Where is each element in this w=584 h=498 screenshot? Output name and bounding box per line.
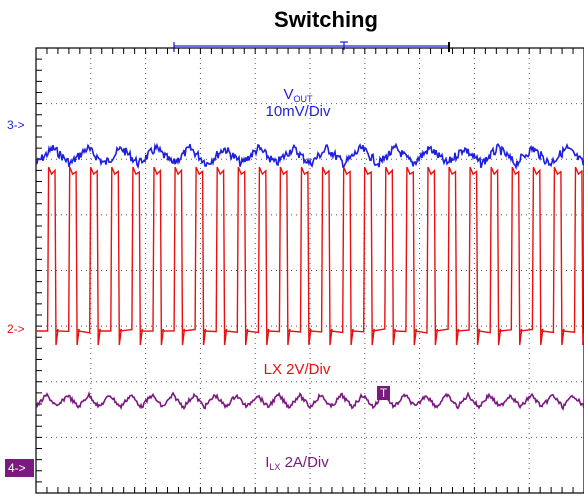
trigger-level-marker: T [380, 386, 388, 400]
lx-label: LX 2V/Div [264, 361, 331, 378]
trigger-level-marker-box [377, 386, 390, 400]
graticule-grid [36, 48, 584, 493]
trigger-position-bar [173, 41, 450, 52]
ilx-trace [35, 390, 584, 411]
lx-trace [36, 166, 584, 346]
channel-4-marker: 4-> [8, 461, 26, 475]
vout-trace [35, 142, 584, 171]
vout-scale-label: 10mV/Div [265, 103, 331, 120]
chart-title: Switching [274, 7, 378, 32]
channel-4-marker-box [5, 459, 34, 477]
vout-label: VOUT [283, 86, 313, 104]
ilx-label: ILX 2A/Div [265, 454, 329, 472]
channel-3-marker: 3-> [7, 118, 25, 132]
channel-2-marker: 2-> [7, 322, 25, 336]
